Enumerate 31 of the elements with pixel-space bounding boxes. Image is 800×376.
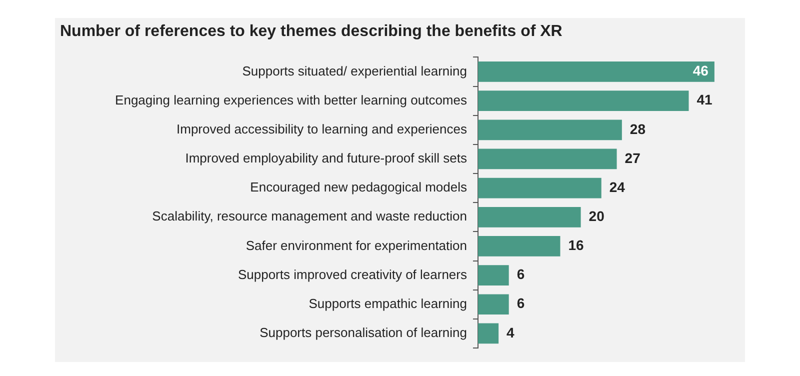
data-label: 28 (630, 120, 646, 137)
data-label: 41 (696, 92, 713, 108)
y-tick-label: Improved employability and future-proof skill sets (185, 150, 468, 166)
bar (478, 148, 617, 170)
data-label: 20 (588, 208, 605, 224)
bar (478, 90, 689, 111)
bar (478, 236, 560, 256)
data-label: 27 (624, 150, 641, 166)
bar (478, 206, 581, 228)
bar (478, 178, 602, 198)
data-label: 4 (506, 324, 515, 340)
data-label: 16 (568, 237, 584, 254)
y-tick-label: Improved accessibility to learning and experiences (176, 121, 468, 136)
y-tick-label: Encouraged new pedagogical models (250, 180, 468, 195)
data-label: 6 (516, 266, 525, 282)
data-label: 46 (692, 62, 709, 79)
y-tick-label: Safer environment for experimentation (246, 238, 467, 253)
bar (478, 323, 499, 344)
bar (478, 265, 509, 286)
y-tick-label: Supports personalisation of learning (260, 325, 467, 340)
text: Number of references to key themes describing the benefits of XR (60, 23, 563, 40)
y-tick-label: Supports empathic learning (308, 296, 467, 311)
y-tick-label: Scalability, resource management and waste reduction (152, 208, 467, 224)
y-tick-label: Engaging learning experiences with better learning outcomes (115, 92, 468, 108)
data-label: 24 (609, 178, 626, 195)
y-tick-label: Supports improved creativity of learners (238, 266, 468, 282)
bar (478, 120, 622, 140)
y-tick-label: Supports situated/ experiential learning (242, 63, 467, 78)
bar (478, 294, 509, 315)
bar (478, 62, 714, 82)
data-label: 6 (516, 295, 525, 312)
